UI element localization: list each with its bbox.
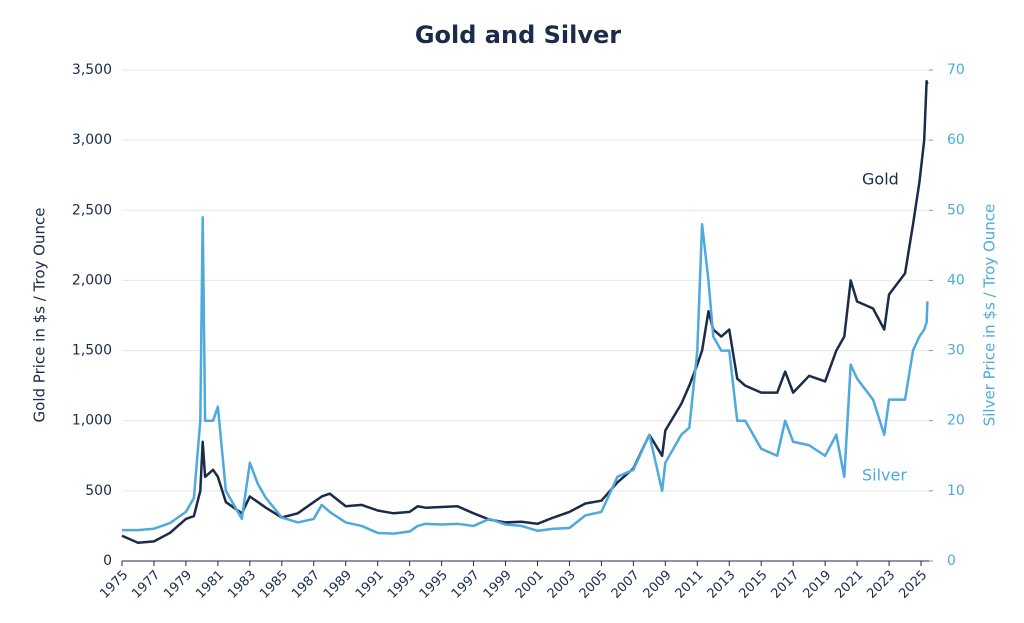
x-tick-label: 1991 <box>353 568 387 602</box>
x-tick-label: 2011 <box>673 568 707 602</box>
x-tick-label: 1993 <box>385 568 419 602</box>
x-tick-label: 1987 <box>289 568 323 602</box>
y2-axis-label: Silver Price in $s / Troy Ounce <box>981 204 999 427</box>
x-tick-label: 2023 <box>864 568 898 602</box>
chart-title: Gold and Silver <box>415 21 621 49</box>
y2-tick-label: 0 <box>947 553 956 569</box>
x-tick-label: 1975 <box>97 568 131 602</box>
series-line <box>121 79 929 545</box>
y-tick-label: 2,000 <box>72 272 112 288</box>
y-tick-label: 3,500 <box>72 62 112 78</box>
x-tick-label: 1985 <box>257 568 291 602</box>
y-tick-label: 1,000 <box>72 413 112 429</box>
x-tick-label: 1977 <box>129 568 163 602</box>
y2-tick-label: 70 <box>947 62 965 78</box>
x-tick-label: 2021 <box>832 568 866 602</box>
x-tick-label: 1983 <box>225 568 259 602</box>
x-tick-label: 1989 <box>321 568 355 602</box>
x-tick-label: 1997 <box>449 568 483 602</box>
y2-tick-label: 60 <box>947 132 965 148</box>
x-tick-label: 2017 <box>768 568 802 602</box>
x-tick-label: 2001 <box>513 568 547 602</box>
x-tick-label: 2019 <box>800 568 834 602</box>
y2-tick-label: 30 <box>947 343 965 359</box>
x-tick-label: 2005 <box>577 568 611 602</box>
y2-tick-label: 50 <box>947 202 965 218</box>
y-axis-label: Gold Price in $s / Troy Ounce <box>31 208 49 423</box>
y2-tick-label: 10 <box>947 483 965 499</box>
series-label: Gold <box>862 170 899 189</box>
y2-tick-label: 20 <box>947 413 965 429</box>
series-line <box>122 216 929 535</box>
y-tick-label: 2,500 <box>72 202 112 218</box>
y-tick-label: 0 <box>103 553 112 569</box>
x-tick-label: 2015 <box>737 568 771 602</box>
x-tick-label: 2009 <box>641 568 675 602</box>
series-label: Silver <box>862 466 907 485</box>
y2-tick-label: 40 <box>947 272 965 288</box>
x-tick-label: 1981 <box>193 568 227 602</box>
y-tick-label: 1,500 <box>72 343 112 359</box>
x-tick-label: 2007 <box>609 568 643 602</box>
x-tick-label: 2003 <box>545 568 579 602</box>
x-tick-label: 2013 <box>705 568 739 602</box>
y-tick-label: 3,000 <box>72 132 112 148</box>
x-tick-label: 2025 <box>896 568 930 602</box>
x-tick-label: 1979 <box>161 568 195 602</box>
y-tick-label: 500 <box>85 483 112 499</box>
x-tick-label: 1995 <box>417 568 451 602</box>
x-tick-label: 1999 <box>481 568 515 602</box>
